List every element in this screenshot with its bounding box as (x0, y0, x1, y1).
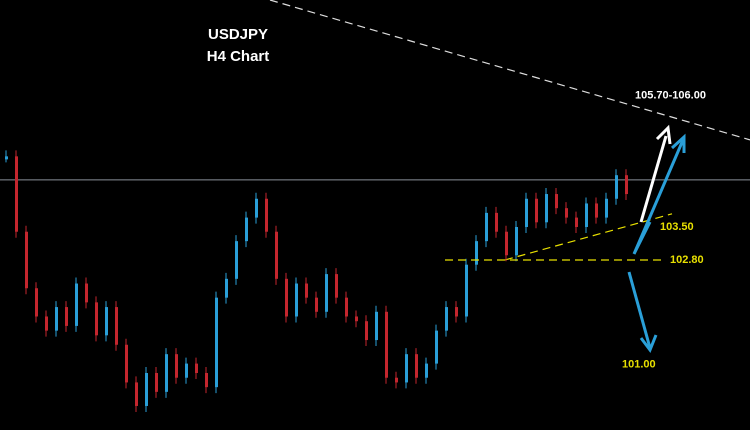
price-bar (15, 156, 18, 232)
price-bar (565, 208, 568, 218)
price-bar (355, 316, 358, 322)
price-bar (625, 175, 628, 195)
resistance-line (269, 0, 750, 141)
price-bar (415, 354, 418, 378)
price-bar (225, 278, 228, 298)
price-bar (85, 283, 88, 303)
arrow-head (670, 133, 686, 153)
price-bar (445, 307, 448, 331)
arrow-head (655, 124, 672, 145)
price-bar (245, 217, 248, 242)
price-bar (95, 302, 98, 336)
price-bar (435, 330, 438, 364)
price-bar (605, 198, 608, 218)
price-bar (585, 203, 588, 228)
price-bar (125, 344, 128, 383)
price-bar (575, 217, 578, 228)
up-arrow-white (639, 135, 668, 223)
price-bar (145, 373, 148, 406)
price-bar (105, 307, 108, 336)
price-bar (365, 321, 368, 341)
price-bar (495, 212, 498, 232)
price-bar (305, 283, 308, 298)
price-bar (55, 307, 58, 331)
price-bar (285, 278, 288, 317)
price-bar (475, 241, 478, 265)
price-bar (505, 231, 508, 256)
price-bar (555, 194, 558, 209)
price-bar (405, 354, 408, 383)
price-bar (115, 307, 118, 345)
price-bar (465, 264, 468, 317)
price-bar (185, 363, 188, 378)
price-bar (335, 274, 338, 298)
level-label: 101.00 (622, 359, 656, 371)
price-bar (535, 198, 538, 223)
price-bar (525, 198, 528, 228)
price-bar (615, 175, 618, 199)
price-bar (235, 241, 238, 279)
price-bar (205, 373, 208, 388)
price-bar (165, 354, 168, 392)
plot: 105.70-106.00 103.50 102.80 101.00 (0, 0, 750, 412)
price-bar (345, 297, 348, 317)
level-label: 103.50 (660, 221, 694, 233)
price-bar (425, 363, 428, 378)
price-bar (25, 231, 28, 289)
level-label: 105.70-106.00 (635, 89, 706, 101)
price-bar (395, 377, 398, 383)
up-arrow-blue (632, 139, 685, 255)
price-bar (545, 194, 548, 223)
price-bar (265, 198, 268, 232)
price-bar (295, 283, 298, 317)
arrows (627, 124, 686, 354)
price-bar (315, 297, 318, 312)
chart-subtitle: H4 Chart (207, 48, 270, 65)
price-bar (75, 283, 78, 326)
price-bar (385, 311, 388, 378)
price-bar (325, 274, 328, 312)
down-arrow-blue (627, 271, 652, 349)
price-bar (595, 203, 598, 218)
price-bar (215, 297, 218, 388)
price-bar (195, 363, 198, 374)
arrow-head (639, 334, 658, 354)
support-trend (504, 213, 673, 261)
price-bar (155, 373, 158, 392)
price-bar (275, 231, 278, 279)
price-bar (255, 198, 258, 218)
chart-title: USDJPY (208, 26, 268, 43)
level-label: 102.80 (670, 254, 704, 266)
price-bar (5, 156, 8, 160)
price-bar (35, 288, 38, 317)
price-bar (65, 307, 68, 326)
price-bar (375, 311, 378, 341)
price-bar (485, 212, 488, 242)
price-bar (455, 307, 458, 317)
price-bar (135, 382, 138, 406)
price-bar (45, 316, 48, 331)
price-bar (515, 227, 518, 256)
price-bar (175, 354, 178, 378)
